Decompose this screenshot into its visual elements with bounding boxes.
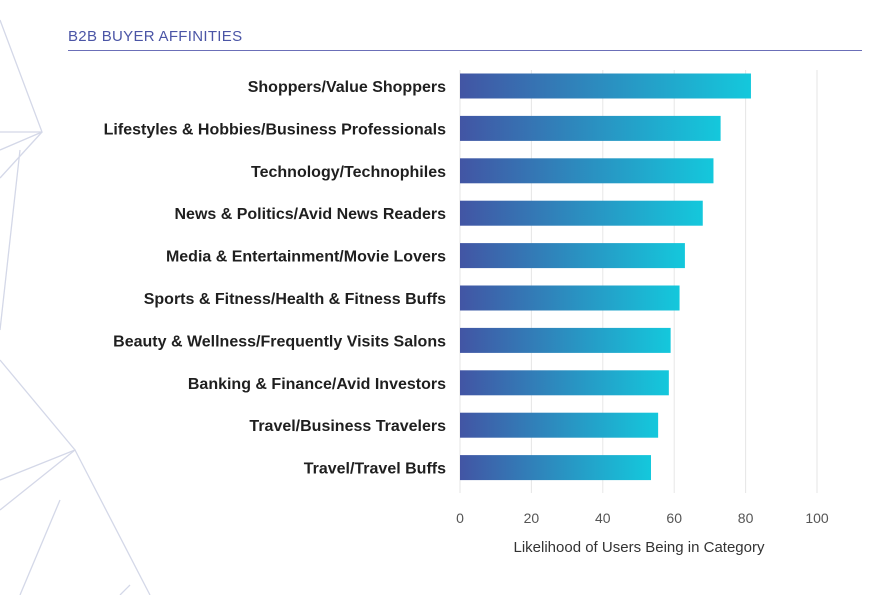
x-tick-label: 0 (456, 510, 464, 526)
x-tick-label: 80 (738, 510, 754, 526)
bar (460, 370, 669, 396)
x-tick-label: 40 (595, 510, 611, 526)
bar (460, 243, 685, 269)
category-label: Lifestyles & Hobbies/Business Profession… (104, 121, 446, 138)
category-label: Media & Entertainment/Movie Lovers (166, 249, 446, 266)
category-label: Sports & Fitness/Health & Fitness Buffs (144, 291, 446, 308)
x-tick-label: 20 (524, 510, 540, 526)
category-label: Shoppers/Value Shoppers (248, 79, 446, 96)
bar (460, 327, 671, 353)
bar (460, 115, 721, 141)
page-title: B2B BUYER AFFINITIES (68, 28, 243, 45)
category-label: Beauty & Wellness/Frequently Visits Salo… (113, 333, 446, 350)
bars (460, 73, 751, 481)
category-label: Travel/Travel Buffs (304, 461, 446, 478)
x-tick-label: 60 (666, 510, 682, 526)
category-label: News & Politics/Avid News Readers (174, 206, 446, 223)
bar (460, 412, 659, 438)
bar (460, 73, 751, 99)
bar (460, 158, 714, 184)
category-label: Travel/Business Travelers (249, 418, 446, 435)
category-label: Banking & Finance/Avid Investors (188, 376, 446, 393)
category-label: Technology/Technophiles (251, 164, 446, 181)
section-header: B2B BUYER AFFINITIES (68, 28, 862, 51)
category-labels: Shoppers/Value Shoppers Lifestyles & Hobb… (104, 79, 446, 478)
x-axis-title: Likelihood of Users Being in Category (514, 539, 765, 556)
bar (460, 285, 680, 311)
x-tick-label: 100 (805, 510, 829, 526)
bar (460, 455, 651, 481)
x-tick-labels: 0 20 40 60 80 100 (456, 510, 829, 526)
bar (460, 200, 703, 226)
